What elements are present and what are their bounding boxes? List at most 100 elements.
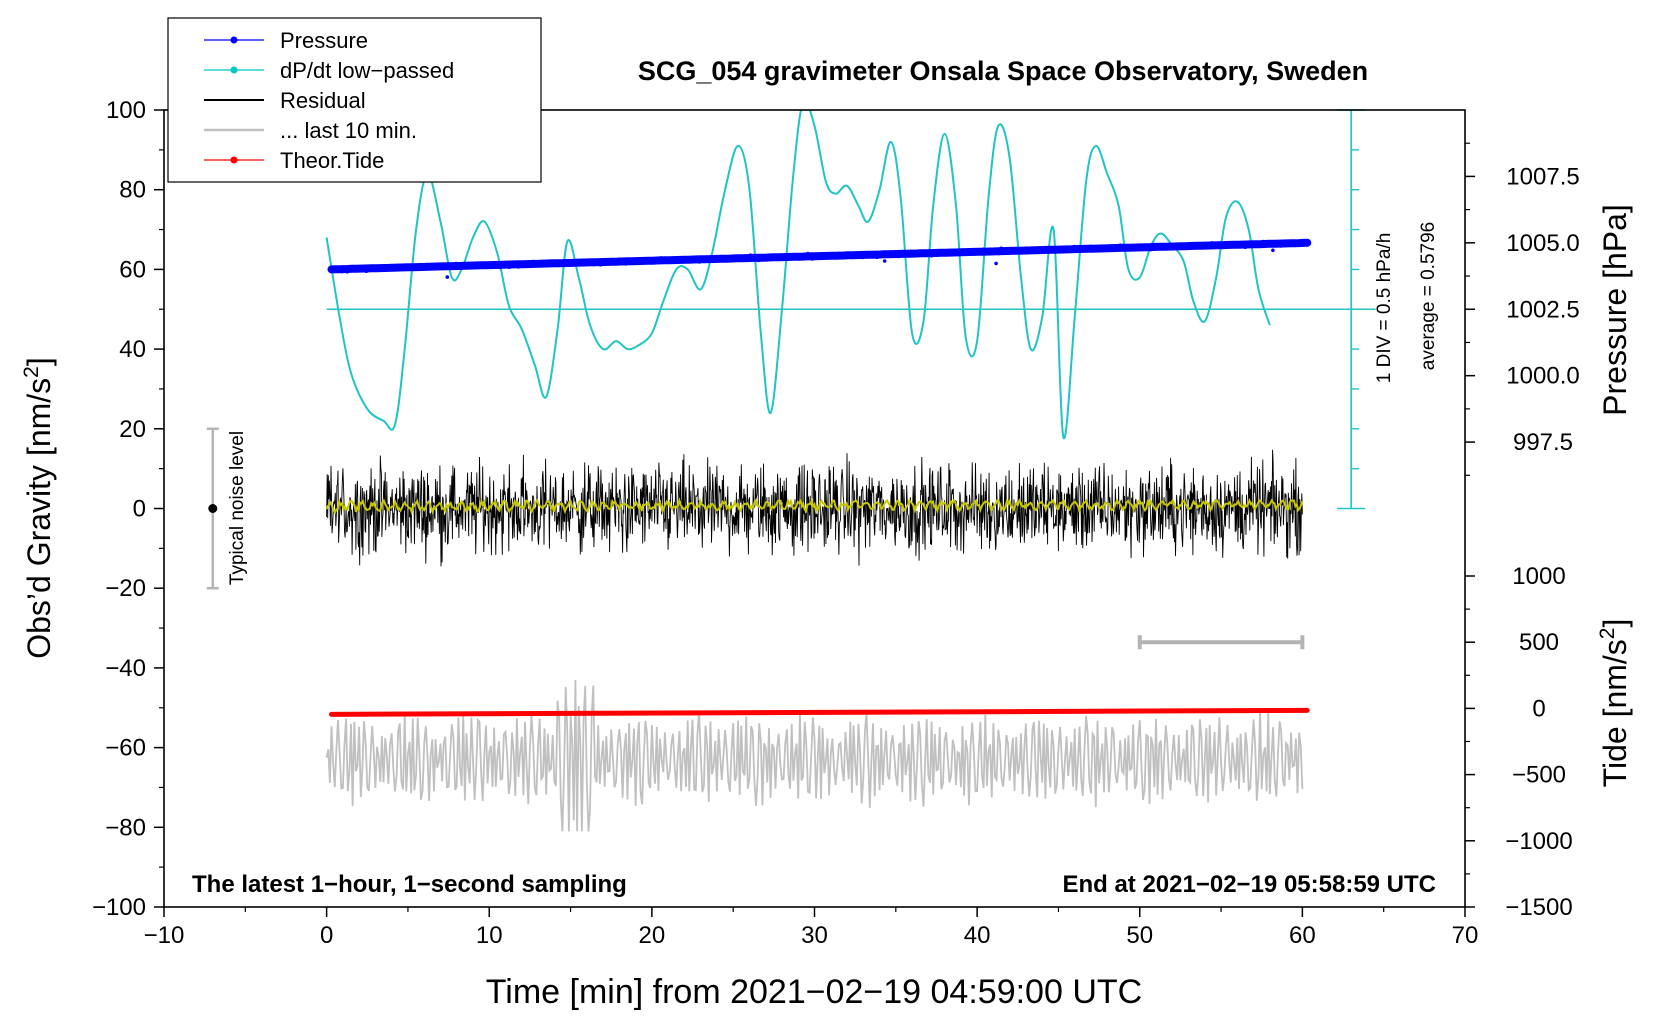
pressure-tick-label: 1002.5 [1506, 296, 1579, 323]
pressure-point [598, 262, 603, 267]
x-tick-label: 0 [320, 922, 333, 949]
pressure-point [1149, 247, 1153, 252]
pressure-point [1089, 244, 1093, 249]
x-tick-label: 40 [964, 922, 991, 949]
pressure-point [640, 260, 644, 265]
pressure-point [786, 255, 791, 259]
pressure-point [406, 264, 411, 269]
pressure-point [534, 261, 538, 266]
tide-line [329, 707, 1310, 717]
chart-extras [206, 427, 1305, 650]
pressure-point [1223, 241, 1227, 246]
pressure-point [332, 265, 337, 270]
y-tick-label: 0 [133, 496, 146, 523]
pressure-point [399, 264, 404, 269]
pressure-point [929, 254, 934, 258]
pressure-point [715, 258, 719, 262]
pressure-tick-label: 997.5 [1513, 429, 1573, 456]
x-tick-label: 20 [639, 922, 666, 949]
y-tick-label: 40 [119, 336, 146, 363]
pressure-point [875, 255, 879, 260]
pressure-point [812, 252, 816, 257]
pressure-point [896, 254, 901, 259]
pressure-point [824, 252, 829, 256]
pressure-point [420, 265, 425, 269]
pressure-point [637, 257, 642, 262]
legend-label: Residual [280, 88, 366, 113]
tide-tick-label: −1000 [1505, 828, 1572, 855]
pressure-point [1118, 243, 1123, 247]
pressure-point [704, 255, 709, 259]
y-tick-label: −100 [92, 894, 146, 921]
pressure-point [454, 261, 458, 266]
pressure-tick-label: 1005.0 [1506, 230, 1579, 257]
pressure-point [588, 261, 593, 266]
x-tick-label: 50 [1126, 922, 1153, 949]
y-axis-label-tide: Tide [nm/s2] [1596, 619, 1633, 788]
residual-line [326, 449, 1303, 567]
pressure-point [540, 260, 544, 265]
axis-ticks: −10 0 10 20 30 40 50 60 70100806040200−20−40−60−… [92, 97, 1580, 949]
legend-label: ... last 10 min. [280, 118, 417, 143]
noise-center-dot [208, 504, 218, 513]
pressure-point [769, 256, 773, 261]
tide-tick-label: 500 [1519, 629, 1559, 656]
pressure-point [347, 265, 351, 270]
pressure-point [591, 262, 596, 267]
pressure-point [730, 257, 734, 262]
pressure-point [797, 257, 801, 261]
chart-title: SCG_054 gravimeter Onsala Space Observat… [638, 56, 1368, 86]
legend-label: Pressure [280, 28, 368, 53]
pressure-point [852, 251, 856, 256]
legend-swatch-marker [230, 36, 238, 44]
pressure-point [1037, 248, 1041, 252]
x-tick-label: 30 [801, 922, 828, 949]
series-tide [329, 707, 1310, 717]
pressure-point [1152, 242, 1156, 247]
pressure-point [349, 268, 354, 273]
pressure-point [526, 263, 530, 268]
x-tick-label: 70 [1452, 922, 1479, 949]
pressure-point [1281, 242, 1286, 246]
pressure-point [1223, 245, 1227, 249]
pressure-point [477, 263, 481, 268]
pressure-point [381, 266, 386, 271]
pressure-point [504, 261, 509, 265]
x-tick-label: 10 [476, 922, 503, 949]
y-tick-label: 100 [106, 97, 146, 124]
dpdt-line [325, 110, 1271, 440]
pressure-point [1121, 246, 1126, 251]
footer-end-time: End at 2021−02−19 05:58:59 UTC [1062, 871, 1436, 898]
series-pressure [327, 238, 1312, 279]
pressure-point [345, 270, 350, 274]
y-tick-label: −20 [105, 575, 146, 602]
pressure-point [659, 257, 664, 262]
pressure-point [1269, 242, 1274, 247]
pressure-point [906, 249, 911, 254]
pressure-point [961, 248, 965, 252]
pressure-point [1277, 242, 1281, 246]
x-tick-label: −10 [144, 922, 185, 949]
pressure-point [1069, 246, 1073, 251]
pressure-point [1260, 239, 1265, 244]
pressure-point [1072, 244, 1077, 249]
pressure-point [737, 258, 741, 262]
pressure-point [1013, 250, 1018, 254]
pressure-point [352, 266, 357, 271]
pressure-point [697, 260, 702, 264]
tide-tick-label: 0 [1532, 695, 1545, 722]
pressure-point [810, 257, 814, 261]
series-residual-lowpass [325, 497, 1304, 516]
pressure-point [748, 253, 753, 257]
pressure-point [447, 263, 452, 268]
pressure-point [624, 262, 628, 266]
legend-swatch-marker [230, 66, 238, 74]
pressure-point [909, 249, 913, 254]
pressure-point [956, 252, 961, 257]
pressure-point [367, 268, 372, 273]
legend: Pressure dP/dt low−passed Residual ... last… [167, 17, 542, 183]
pressure-point [882, 259, 887, 263]
series-dpdt [325, 109, 1376, 510]
pressure-point [828, 254, 833, 258]
pressure-point [994, 261, 998, 266]
